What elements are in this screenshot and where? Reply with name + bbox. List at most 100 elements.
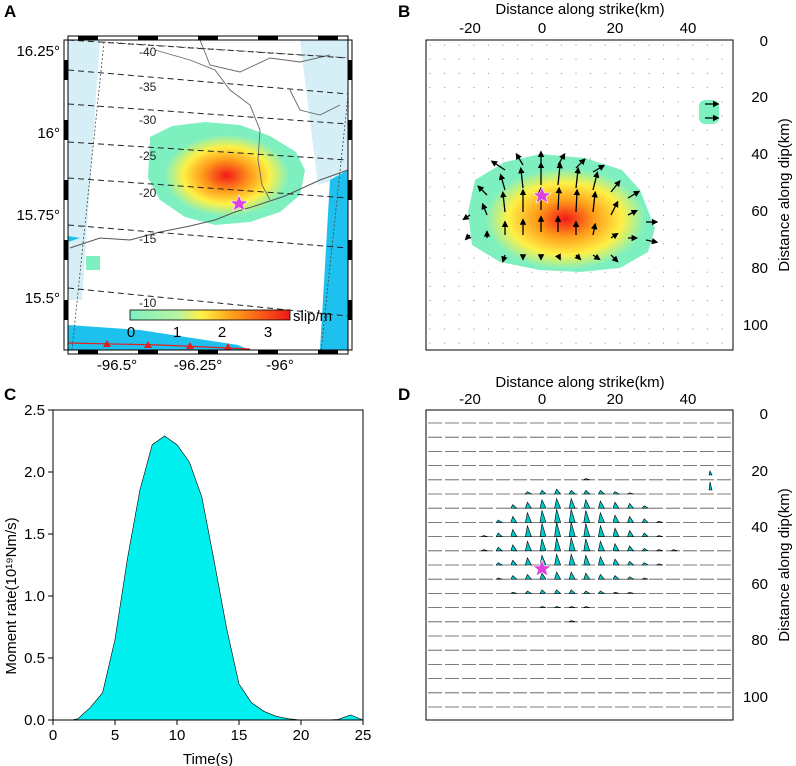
subfault-stf (510, 528, 518, 537)
panel-c-ylabel: Moment rate(10¹⁹Nm/s) (3, 517, 20, 674)
y-tick: 1.0 (24, 588, 45, 605)
subfault-stf (612, 542, 620, 552)
y-tick: 100 (743, 689, 768, 706)
y-tick: 40 (751, 519, 768, 536)
lat-ticks: 16.25° 16° 15.75° 15.5° (16, 43, 60, 307)
rake-arrow (477, 185, 488, 196)
subfault-stf (641, 577, 649, 580)
subfault-stf (612, 514, 620, 523)
rake-arrow (645, 237, 659, 245)
x-tick: 20 (607, 20, 624, 37)
slip-patch-map (148, 122, 305, 225)
rake-arrow (627, 190, 641, 199)
panel-b-yticks: 0 20 40 60 80 100 (743, 33, 768, 334)
subfault-stf (554, 509, 562, 523)
rake-arrow (481, 202, 488, 216)
panel-b-grid-dots (429, 44, 723, 344)
subfault-stf (597, 573, 606, 580)
subfault-stf (554, 571, 562, 580)
ocean-right (320, 170, 348, 350)
coastline (69, 169, 348, 249)
panel-d-label: D (398, 385, 410, 404)
rake-arrow (575, 158, 586, 169)
subfault-stf (641, 548, 650, 552)
rake-arrow (498, 173, 506, 191)
slip-patch-b (468, 154, 655, 272)
subfault-stf (582, 606, 590, 608)
subfault-stf (583, 572, 591, 580)
contour-label: -35 (139, 80, 157, 94)
subfault-stf (568, 589, 576, 594)
subfault-stf (568, 537, 576, 552)
panel-c-label: C (4, 385, 16, 404)
rake-arrow (555, 186, 563, 211)
subfault-stf (597, 590, 606, 594)
x-tick: 10 (169, 727, 186, 744)
x-tick: -20 (459, 391, 481, 408)
contour-label: -30 (139, 113, 157, 127)
x-tick: -20 (459, 20, 481, 37)
subfault-stf (480, 535, 488, 537)
subfault-stf (627, 515, 635, 523)
subfault-stf (612, 575, 620, 580)
y-tick: 2.0 (24, 464, 45, 481)
subfault-stf (641, 532, 649, 537)
lat-tick: 16.25° (16, 43, 60, 60)
subfault-stf (495, 577, 503, 580)
x-tick: 20 (607, 391, 624, 408)
subfault-stf (655, 549, 663, 552)
x-tick: 25 (355, 727, 372, 744)
subfault-stf (670, 549, 678, 552)
moment-rate-area (53, 435, 364, 721)
hypocenter-star-d (532, 559, 552, 577)
subfault-stf (641, 562, 650, 566)
subfault-stf (582, 478, 590, 481)
hypocenter-star-b (532, 186, 552, 204)
panel-b-xticks: -20 0 20 40 (459, 20, 696, 37)
subfault-stf (583, 590, 591, 594)
subfault-stf (612, 558, 620, 566)
panel-d-yticks: 0 20 40 60 80 100 (743, 406, 768, 706)
panel-d-frame (425, 409, 734, 721)
subfault-stf (510, 575, 518, 580)
subfault-stf (598, 540, 605, 552)
y-tick: 20 (751, 463, 768, 480)
colorbar-tick: 1 (173, 324, 181, 341)
subfault-stf (583, 489, 591, 495)
map-frame-ticks (63, 35, 353, 355)
slip-patch-small (86, 256, 100, 270)
panel-d-xticks: -20 0 20 40 (459, 391, 696, 408)
subfault-stf (568, 571, 576, 580)
lon-tick: -96.5° (97, 357, 137, 374)
panel-b-label: B (398, 2, 410, 21)
subfault-stf (708, 470, 713, 476)
subfault-stf (583, 538, 591, 552)
colorbar-tick: 0 (127, 324, 135, 341)
subfault-stf (568, 606, 576, 608)
lon-ticks: -96.5° -96.25° -96° (97, 357, 294, 374)
y-tick: 100 (743, 317, 768, 334)
y-tick: 80 (751, 632, 768, 649)
rake-arrow (500, 190, 507, 213)
rake-arrow (556, 161, 563, 186)
subfault-stf (554, 488, 562, 495)
subfault-stf (524, 573, 533, 580)
y-tick: 0.5 (24, 650, 45, 667)
x-tick: 0 (538, 391, 546, 408)
lon-tick: -96.25° (174, 357, 223, 374)
colorbar-label: slip/m (293, 308, 332, 325)
panel-b-xlabel: Distance along strike(km) (495, 1, 664, 18)
y-tick: 0 (760, 406, 768, 423)
subfault-stf (627, 502, 635, 509)
rake-arrow (515, 152, 524, 166)
subfault-stf (568, 553, 576, 566)
contour-label: -40 (139, 45, 157, 59)
rake-arrow (627, 210, 638, 216)
subfault-stf (524, 590, 533, 594)
panel-d-xlabel: Distance along strike(km) (495, 374, 664, 391)
contour-label: -15 (139, 232, 157, 246)
panel-a-map: -40 -35 -30 -25 -20 -15 -10 0 (68, 40, 348, 350)
subfault-stf (510, 559, 518, 566)
subfault-stf (598, 500, 605, 509)
